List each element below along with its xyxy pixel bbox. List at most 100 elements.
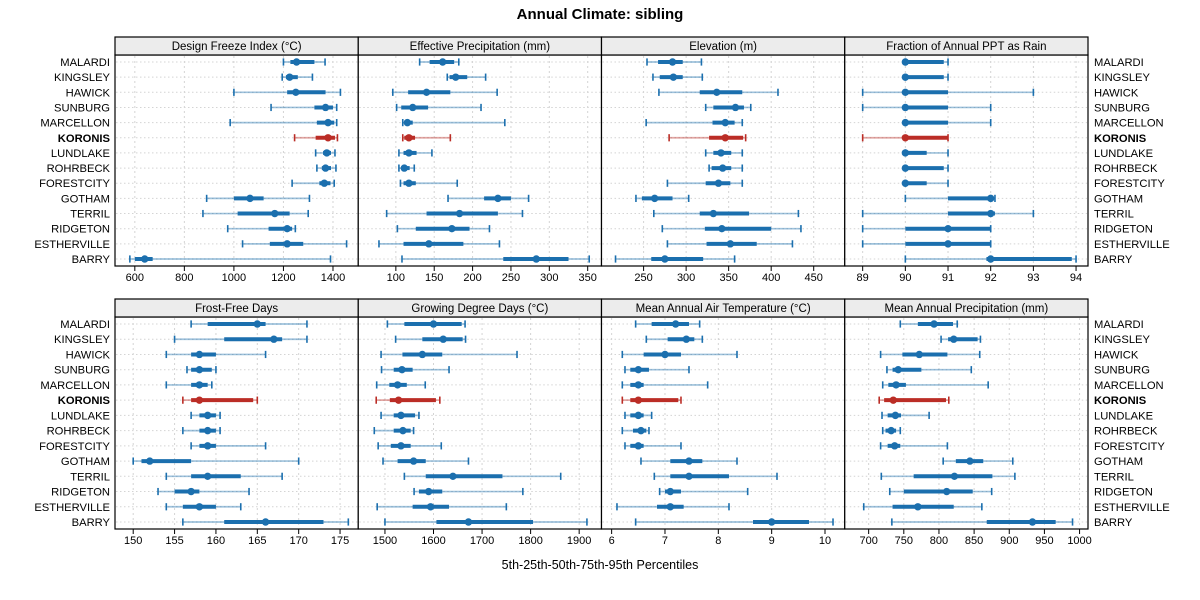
tick-label: 91 bbox=[942, 272, 954, 284]
percentile-row-lundlake bbox=[380, 411, 420, 420]
tick-label: 1900 bbox=[567, 535, 591, 547]
percentile-row-gotham bbox=[132, 457, 300, 465]
median-dot bbox=[987, 194, 995, 203]
tick-label: 7 bbox=[662, 535, 668, 547]
percentile-row-lundlake bbox=[901, 149, 949, 157]
panel-title: Mean Annual Precipitation (mm) bbox=[885, 303, 1049, 315]
station-label-right: BARRY bbox=[1094, 517, 1133, 529]
percentile-row-sunburg bbox=[186, 365, 217, 374]
median-dot bbox=[671, 320, 680, 328]
tick-label: 170 bbox=[289, 535, 307, 547]
median-dot bbox=[321, 164, 330, 172]
station-label-left: ROHRBECK bbox=[47, 163, 111, 175]
station-label-left: LUNDLAKE bbox=[51, 410, 110, 422]
station-label-left: MARCELLON bbox=[40, 118, 110, 130]
tick-label: 94 bbox=[1070, 272, 1082, 284]
percentile-row-forestcity bbox=[879, 442, 949, 450]
median-dot bbox=[393, 381, 402, 389]
median-dot bbox=[203, 411, 212, 420]
percentile-row-barry bbox=[614, 255, 736, 263]
panel-growing-degree-days-c-: 1500 1600 1700 1800 1900 Growing Degree Days … bbox=[357, 298, 603, 547]
station-label-right: GOTHAM bbox=[1094, 456, 1143, 468]
median-dot bbox=[400, 164, 408, 172]
median-dot bbox=[634, 442, 643, 450]
percentile-row-kingsley bbox=[645, 335, 704, 343]
median-dot bbox=[901, 164, 910, 172]
station-label-left: TERRIL bbox=[70, 209, 110, 221]
median-dot bbox=[666, 503, 675, 511]
percentile-row-lundlake bbox=[881, 411, 930, 420]
percentile-row-rohrbeck bbox=[398, 164, 416, 172]
median-dot bbox=[448, 224, 456, 233]
median-dot bbox=[323, 149, 331, 157]
median-dot bbox=[403, 118, 412, 127]
station-label-right: TERRIL bbox=[1094, 471, 1134, 483]
percentile-row-barry bbox=[904, 255, 1077, 263]
tick-label: 89 bbox=[857, 272, 869, 284]
percentile-row-marcellon bbox=[229, 118, 338, 127]
tick-label: 175 bbox=[331, 535, 349, 547]
tick-label: 92 bbox=[985, 272, 997, 284]
median-dot bbox=[944, 224, 952, 233]
median-dot bbox=[661, 350, 669, 359]
median-dot bbox=[405, 179, 413, 187]
percentile-row-gotham bbox=[635, 194, 690, 203]
panel-plot-area bbox=[114, 316, 359, 530]
station-label-left: BARRY bbox=[72, 517, 111, 529]
median-dot bbox=[718, 224, 726, 233]
panel-mean-annual-air-temperature-c-: 6 7 8 9 10 Mean Annual Air Temperature (°C) bbox=[600, 298, 846, 547]
median-dot bbox=[141, 255, 149, 263]
station-label-right: RIDGETON bbox=[1094, 487, 1153, 499]
tick-label: 200 bbox=[463, 272, 481, 284]
percentile-row-rohrbeck bbox=[182, 426, 221, 435]
percentile-row-terril bbox=[653, 472, 778, 481]
percentile-row-forestcity bbox=[291, 179, 336, 187]
percentile-row-koronis bbox=[668, 134, 747, 142]
tick-label: 10 bbox=[819, 535, 831, 547]
percentile-row-lundlake bbox=[190, 411, 221, 420]
tick-label: 155 bbox=[165, 535, 183, 547]
percentile-row-malardi bbox=[418, 58, 460, 66]
percentile-row-terril bbox=[202, 209, 310, 218]
median-dot bbox=[285, 73, 294, 81]
station-label-right: ESTHERVILLE bbox=[1094, 239, 1170, 251]
median-dot bbox=[950, 472, 959, 481]
median-dot bbox=[892, 381, 900, 389]
station-label-right: FORESTCITY bbox=[1094, 178, 1165, 190]
tick-label: 250 bbox=[634, 272, 652, 284]
station-label-right: RIDGETON bbox=[1094, 224, 1153, 236]
percentile-row-kingsley bbox=[652, 73, 704, 81]
percentile-row-marcellon bbox=[645, 118, 744, 127]
median-dot bbox=[894, 365, 902, 374]
median-dot bbox=[942, 487, 951, 496]
station-label-right: SUNBURG bbox=[1094, 365, 1150, 377]
median-dot bbox=[320, 179, 329, 187]
percentile-row-hawick bbox=[233, 88, 342, 97]
percentile-row-marcellon bbox=[375, 381, 427, 389]
median-dot bbox=[324, 118, 332, 127]
station-label-left: RIDGETON bbox=[51, 224, 110, 236]
median-dot bbox=[650, 194, 659, 203]
median-dot bbox=[203, 442, 212, 450]
median-dot bbox=[397, 411, 405, 420]
median-dot bbox=[901, 118, 910, 127]
median-dot bbox=[146, 457, 154, 465]
median-dot bbox=[889, 396, 897, 404]
station-label-left: ESTHERVILLE bbox=[34, 239, 110, 251]
station-label-right: MALARDI bbox=[1094, 319, 1144, 331]
station-label-right: GOTHAM bbox=[1094, 193, 1143, 205]
station-label-right: LUNDLAKE bbox=[1094, 410, 1153, 422]
percentile-row-marcellon bbox=[901, 118, 992, 127]
percentile-row-barry bbox=[129, 255, 332, 263]
percentile-row-marcellon bbox=[165, 381, 213, 389]
median-dot bbox=[634, 365, 643, 374]
median-dot bbox=[634, 411, 643, 420]
percentile-row-forestcity bbox=[624, 442, 682, 450]
median-dot bbox=[901, 149, 910, 157]
median-dot bbox=[203, 472, 212, 481]
percentile-row-marcellon bbox=[621, 381, 709, 389]
tick-label: 9 bbox=[769, 535, 775, 547]
median-dot bbox=[914, 503, 922, 511]
median-dot bbox=[966, 457, 974, 465]
percentile-row-koronis bbox=[861, 134, 949, 142]
